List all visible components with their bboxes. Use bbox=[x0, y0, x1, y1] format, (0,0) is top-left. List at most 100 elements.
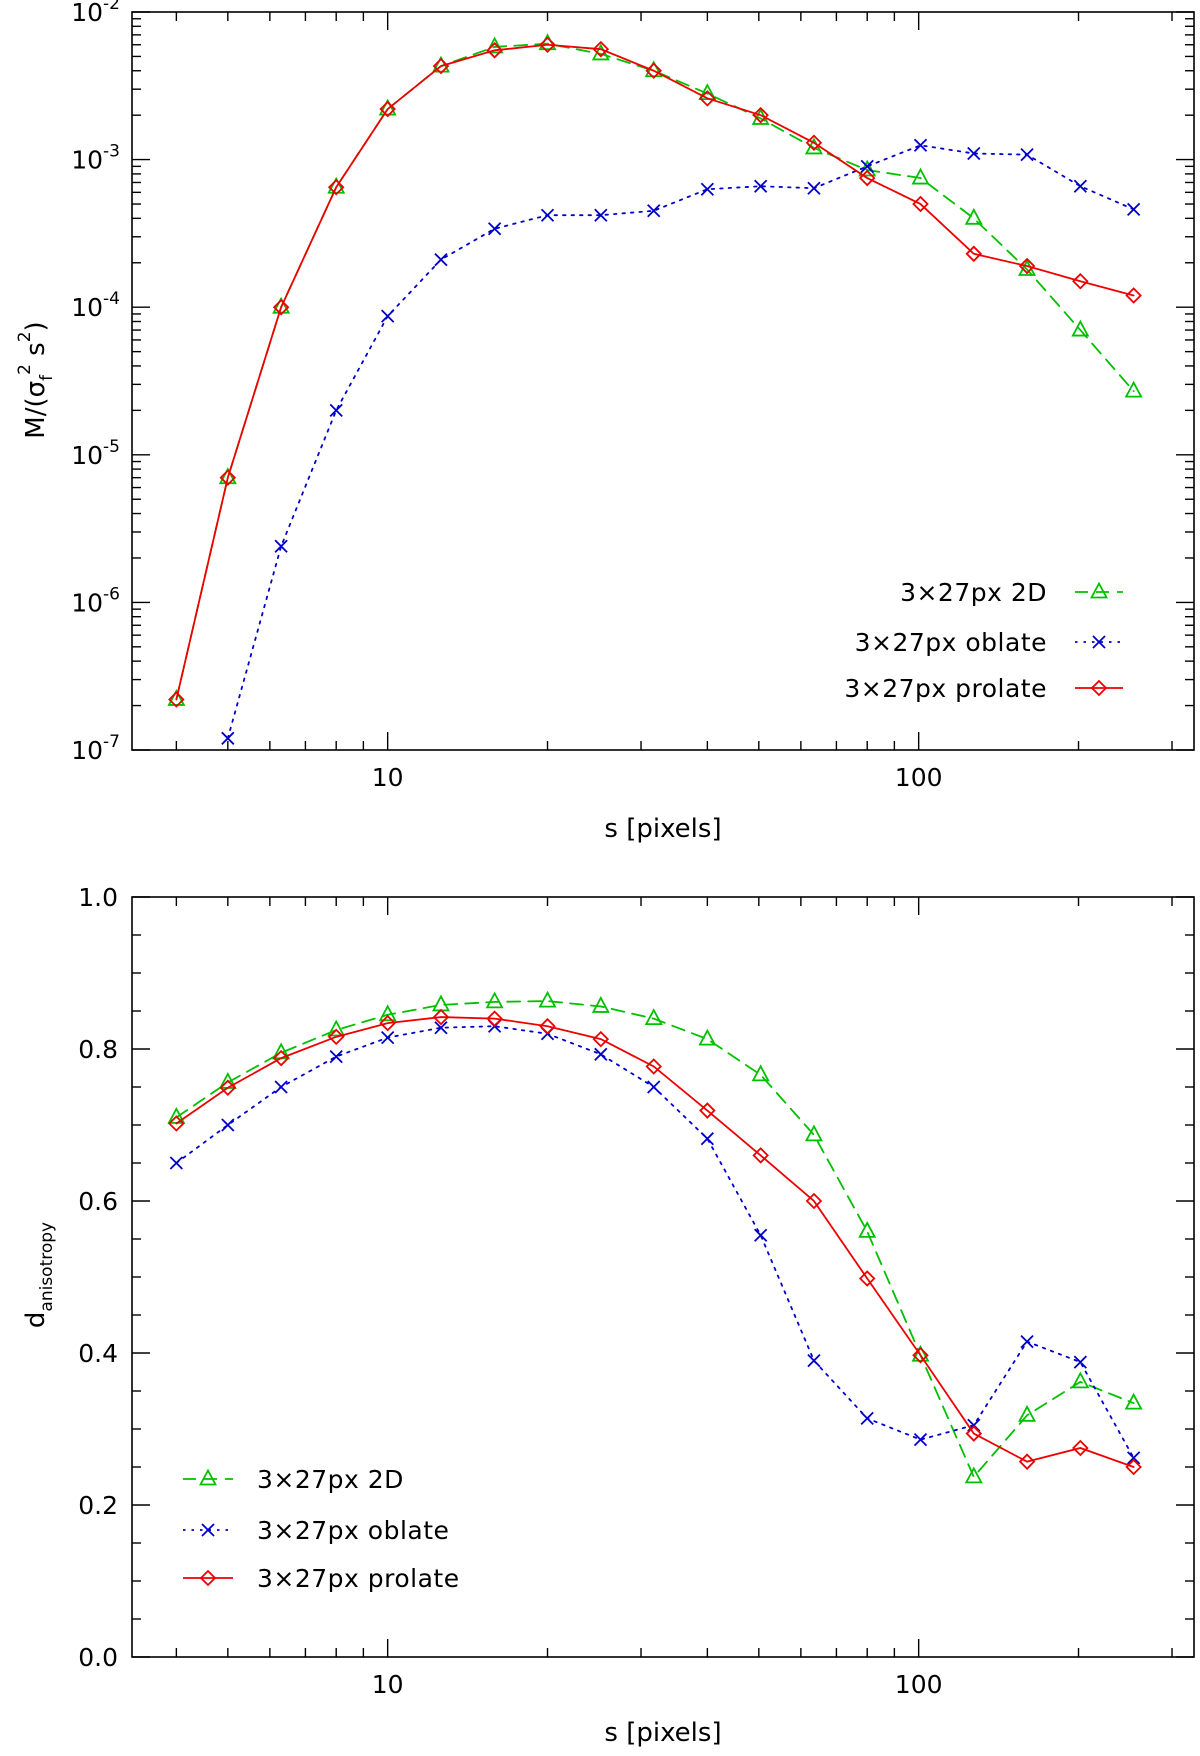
data-point-3-27px-oblate bbox=[594, 208, 608, 222]
data-point-3-27px-2d bbox=[964, 207, 983, 225]
data-point-3-27px-oblate bbox=[967, 146, 981, 161]
series-line-3-27px-oblate bbox=[175, 1025, 1135, 1459]
data-point-3-27px-oblate bbox=[1020, 1334, 1034, 1349]
legend-item-oblate-bottom: 3×27px oblate bbox=[183, 1516, 449, 1545]
data-point-3-27px-oblate bbox=[329, 1049, 343, 1064]
axis-ticks-bottom bbox=[132, 896, 1194, 1658]
data-point-3-27px-2d bbox=[218, 467, 237, 485]
data-point-3-27px-prolate bbox=[699, 1102, 716, 1119]
series-group-top bbox=[167, 33, 1143, 745]
data-point-3-27px-oblate bbox=[221, 1118, 235, 1132]
data-point-3-27px-2d bbox=[327, 176, 346, 194]
data-point-3-27px-oblate bbox=[540, 208, 555, 222]
series-group-bottom bbox=[167, 990, 1143, 1484]
y-tick-label: 10-6 bbox=[71, 584, 120, 617]
data-point-3-27px-prolate bbox=[486, 42, 503, 59]
data-point-3-27px-prolate bbox=[912, 1347, 929, 1364]
legend-marker-diamond bbox=[1090, 679, 1108, 697]
data-point-3-27px-prolate bbox=[752, 106, 769, 124]
data-point-3-27px-oblate bbox=[329, 403, 343, 418]
data-point-3-27px-2d bbox=[1071, 319, 1090, 337]
data-point-3-27px-2d bbox=[167, 689, 186, 706]
y-tick-label: 10-4 bbox=[71, 289, 120, 322]
data-point-3-27px-2d bbox=[911, 167, 930, 185]
data-point-3-27px-prolate bbox=[805, 134, 823, 152]
data-point-3-27px-oblate bbox=[860, 1411, 874, 1425]
data-point-3-27px-oblate bbox=[381, 1030, 395, 1045]
plot-frame-top bbox=[131, 11, 1195, 751]
data-point-3-27px-prolate bbox=[965, 1425, 983, 1442]
data-point-3-27px-oblate bbox=[1073, 1355, 1087, 1369]
y-tick-label: 1.0 bbox=[78, 883, 118, 912]
data-point-3-27px-oblate bbox=[1127, 1451, 1141, 1465]
legend-marker-x bbox=[201, 1523, 215, 1537]
y-tick-label: 0.2 bbox=[78, 1491, 118, 1520]
x-tick-label: 10 bbox=[372, 763, 404, 792]
data-point-3-27px-prolate bbox=[539, 36, 556, 54]
axis-ticks-top bbox=[132, 11, 1194, 751]
legend-marker-diamond bbox=[199, 1569, 217, 1587]
data-point-3-27px-prolate bbox=[1125, 1458, 1142, 1476]
legend-label-2d-bottom: 3×27px 2D bbox=[257, 1465, 404, 1494]
data-point-3-27px-2d bbox=[272, 296, 291, 314]
data-point-3-27px-prolate bbox=[858, 1270, 876, 1287]
data-point-3-27px-oblate bbox=[700, 1132, 714, 1146]
data-point-3-27px-oblate bbox=[1127, 202, 1141, 217]
y-tick-label: 0.8 bbox=[78, 1035, 118, 1064]
legend-item-prolate-bottom: 3×27px prolate bbox=[183, 1564, 460, 1593]
data-point-3-27px-2d bbox=[751, 1064, 770, 1082]
data-point-3-27px-oblate bbox=[221, 731, 235, 745]
data-point-3-27px-oblate bbox=[807, 1353, 821, 1368]
data-point-3-27px-2d bbox=[858, 1220, 877, 1238]
data-point-3-27px-2d bbox=[538, 990, 557, 1008]
x-axis-title-top: s [pixels] bbox=[604, 814, 721, 844]
chart-top-mass-spectrum: 10 100 10-7 10-6 10-5 10-4 10-3 10-2 s [pixels]… bbox=[15, 0, 1195, 844]
data-point-3-27px-prolate bbox=[219, 1079, 237, 1097]
y-tick-label: 10-7 bbox=[71, 732, 120, 765]
data-point-3-27px-oblate bbox=[967, 1418, 981, 1432]
data-point-3-27px-2d bbox=[644, 1008, 663, 1025]
data-point-3-27px-2d bbox=[378, 98, 397, 116]
data-point-3-27px-prolate bbox=[432, 57, 450, 75]
legend-label-prolate-bottom: 3×27px prolate bbox=[257, 1564, 460, 1593]
legend-marker-triangle bbox=[1089, 581, 1109, 599]
data-point-3-27px-2d bbox=[1071, 1371, 1090, 1389]
data-point-3-27px-2d bbox=[698, 1028, 717, 1046]
chart-bottom-anisotropy: 10 100 0.0 0.2 0.4 0.6 0.8 1.0 s [pixels] danis… bbox=[21, 883, 1195, 1748]
data-point-3-27px-2d bbox=[378, 1004, 397, 1022]
x-tick-label: 10 bbox=[372, 1670, 404, 1699]
data-point-3-27px-oblate bbox=[647, 204, 661, 218]
data-point-3-27px-2d bbox=[1124, 1392, 1143, 1410]
data-point-3-27px-oblate bbox=[434, 253, 448, 267]
data-point-3-27px-oblate bbox=[807, 181, 821, 195]
x-tick-label: 100 bbox=[895, 1670, 943, 1699]
data-point-3-27px-prolate bbox=[858, 169, 876, 187]
legend-marker-x bbox=[1092, 635, 1106, 649]
y-tick-label: 0.4 bbox=[78, 1339, 118, 1368]
legend-item-prolate: 3×27px prolate bbox=[844, 674, 1123, 703]
legend-label-2d: 3×27px 2D bbox=[900, 578, 1047, 607]
data-point-3-27px-2d bbox=[1018, 1404, 1037, 1422]
x-tick-label: 100 bbox=[895, 763, 943, 792]
legend-label-oblate-bottom: 3×27px oblate bbox=[257, 1516, 449, 1545]
data-point-3-27px-prolate bbox=[168, 691, 185, 708]
series-line-3-27px-prolate bbox=[175, 43, 1135, 701]
y-tick-label: 10-5 bbox=[71, 437, 120, 470]
data-point-3-27px-prolate bbox=[645, 1058, 663, 1075]
data-point-3-27px-prolate bbox=[327, 1028, 345, 1046]
data-point-3-27px-oblate bbox=[169, 1156, 183, 1170]
y-axis-title-bottom: danisotropy bbox=[21, 1222, 57, 1328]
data-point-3-27px-prolate bbox=[965, 245, 983, 263]
y-tick-label: 0.0 bbox=[78, 1643, 118, 1672]
legend-marker-triangle bbox=[198, 1468, 218, 1486]
data-point-3-27px-prolate bbox=[1072, 272, 1089, 290]
data-point-3-27px-prolate bbox=[379, 100, 396, 118]
data-point-3-27px-prolate bbox=[1018, 257, 1036, 275]
data-point-3-27px-oblate bbox=[647, 1080, 661, 1094]
tick-labels-top: 10 100 10-7 10-6 10-5 10-4 10-3 10-2 bbox=[71, 0, 942, 792]
data-point-3-27px-2d bbox=[431, 994, 450, 1012]
data-point-3-27px-prolate bbox=[379, 1014, 396, 1032]
data-point-3-27px-2d bbox=[1124, 380, 1143, 398]
data-point-3-27px-oblate bbox=[1073, 179, 1087, 193]
legend-item-2d-bottom: 3×27px 2D bbox=[183, 1465, 404, 1494]
